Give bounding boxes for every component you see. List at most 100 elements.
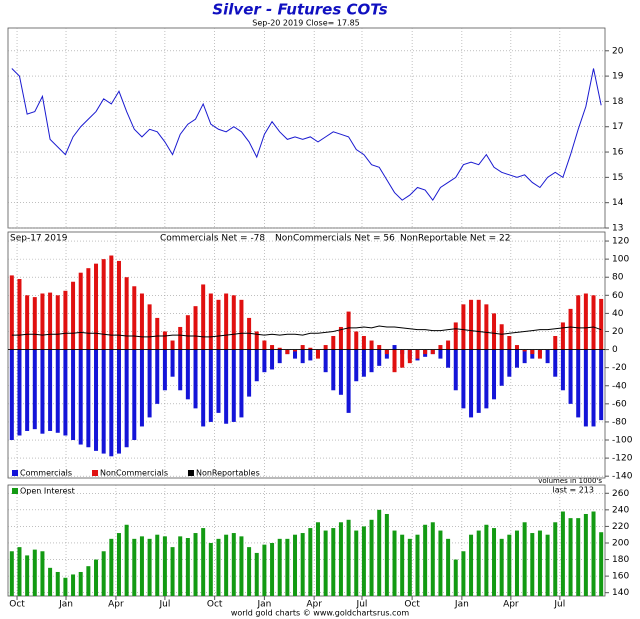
bar [438,349,443,359]
bar [124,277,129,350]
bar [507,349,512,377]
bar [55,571,60,596]
bar [400,534,405,596]
legend-label: NonCommercials [100,469,168,478]
bar [331,336,336,350]
y-tick-label: 100 [612,255,629,265]
bar [331,349,336,391]
bar [461,304,466,350]
bar [568,518,573,596]
bar [300,533,305,596]
bar [392,530,397,596]
bar [300,349,305,364]
y-tick-label: 15 [612,173,623,183]
bar [560,322,565,350]
bar [178,326,183,350]
bar [438,345,443,350]
bar [139,536,144,596]
annotation: NonReportable Net = 22 [400,234,510,244]
bar [32,549,37,596]
plot-frame [7,27,606,229]
y-tick-label: 200 [612,538,629,548]
bar [553,349,558,377]
bar [139,349,144,427]
bar [17,547,22,596]
bar [116,533,121,596]
bar [193,349,198,409]
bar [545,349,550,364]
bar [560,511,565,596]
bar [40,551,45,596]
bar [354,349,359,382]
x-tick-label: Apr [108,600,124,610]
bar [170,547,175,596]
bar [438,530,443,596]
bar [55,349,60,433]
bar [262,340,267,350]
bar [247,349,252,397]
bar [377,509,382,596]
bar [400,349,405,368]
footer: world gold charts © www.goldchartsrus.co… [231,609,409,618]
bar [308,347,313,350]
bar [101,259,106,350]
bar [86,349,91,448]
bar [415,349,420,359]
bar [469,299,474,350]
legend-swatch [12,488,18,494]
plot-frame [7,484,606,597]
bar [86,268,91,350]
bar [71,281,76,350]
bar [17,279,22,350]
chart-title: Silver - Futures COTs [212,1,387,19]
bar [514,349,519,368]
bar [78,272,83,350]
bar [109,349,114,457]
legend-label: Commercials [20,469,72,478]
bar [63,577,68,596]
bar [591,349,596,427]
bar [224,293,229,350]
bar [392,349,397,373]
bar [514,345,519,350]
bar [94,263,99,350]
bar [553,336,558,350]
bar [461,551,466,596]
bar [338,349,343,395]
bar [346,519,351,596]
bar [231,295,236,350]
bar [293,534,298,596]
bar [568,308,573,350]
y-tick-label: 260 [612,489,629,499]
bar [170,340,175,350]
bar [293,349,298,359]
bar [101,551,106,596]
bar [147,538,152,596]
bar [461,349,466,409]
bar [254,331,259,350]
bar [346,311,351,350]
bar [522,349,527,364]
bar [254,349,259,382]
bar [599,298,604,350]
bar [109,538,114,596]
bar [354,331,359,350]
bar [446,340,451,350]
bar [193,533,198,596]
y-tick-label: 140 [612,588,629,598]
y-tick-label: -140 [612,472,633,482]
bar [32,349,37,430]
y-tick-label: 19 [612,72,624,82]
bar [216,349,221,413]
bar [430,522,435,596]
x-tick-label: Oct [404,600,420,610]
bar [101,349,106,454]
bar [208,293,213,350]
bar [407,349,412,364]
bar [308,349,313,361]
bar [499,324,504,350]
x-tick-label: Oct [9,600,25,610]
bar [155,534,160,596]
y-tick-label: 160 [612,572,629,582]
y-tick-label: -20 [612,363,627,373]
